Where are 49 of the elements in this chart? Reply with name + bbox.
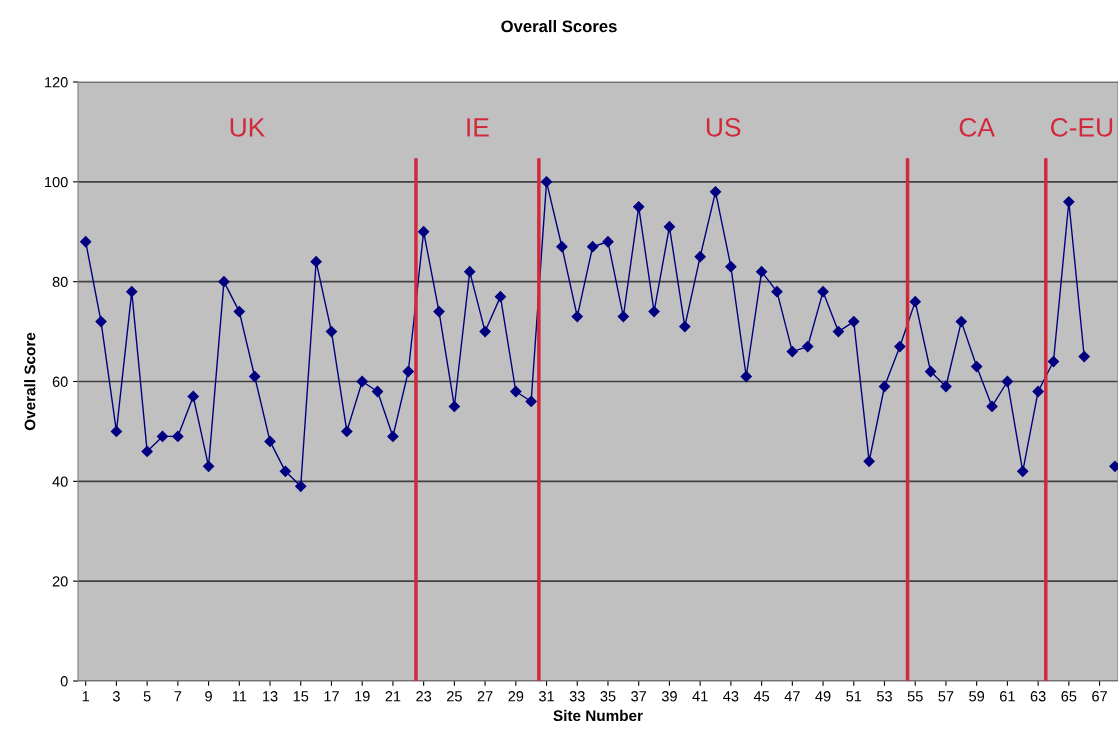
x-tick-label: 5 xyxy=(143,691,151,702)
x-tick-label: 31 xyxy=(538,691,554,702)
x-tick-label: 45 xyxy=(753,691,770,702)
x-tick-label: 11 xyxy=(232,691,247,702)
x-tick-label: 51 xyxy=(846,691,862,702)
x-tick-label: 13 xyxy=(263,691,278,702)
x-tick-label: 43 xyxy=(723,691,739,702)
x-tick-label: 27 xyxy=(477,691,493,702)
x-tick-label: 61 xyxy=(1000,691,1015,702)
x-tick-label: 7 xyxy=(174,691,182,702)
x-axis-title: Site Number xyxy=(553,709,643,722)
x-tick-label: 21 xyxy=(385,691,401,702)
x-tick-label: 9 xyxy=(205,691,212,702)
x-tick-label: 59 xyxy=(969,691,985,702)
y-tick-label: 100 xyxy=(45,176,68,188)
chart-title: Overall Scores xyxy=(501,20,617,33)
annotation: C-EU xyxy=(1050,118,1113,137)
x-tick-label: 35 xyxy=(600,691,616,702)
annotation: CA xyxy=(959,118,995,137)
x-tick-label: 63 xyxy=(1030,691,1046,702)
x-tick-label: 37 xyxy=(631,691,647,702)
y-tick-label: 20 xyxy=(52,576,68,587)
x-tick-label: 25 xyxy=(446,691,462,702)
x-tick-label: 55 xyxy=(907,691,923,702)
x-tick-label: 39 xyxy=(661,691,677,702)
annotation: UK xyxy=(230,118,266,137)
x-tick-label: 41 xyxy=(692,691,708,702)
x-tick-label: 57 xyxy=(938,691,954,702)
x-tick-label: 47 xyxy=(784,691,800,702)
y-axis-title: Overall Score xyxy=(24,332,36,431)
annotation: IE xyxy=(467,118,489,137)
x-tick-label: 3 xyxy=(112,691,120,702)
y-tick-label: 40 xyxy=(52,476,68,487)
y-tick-label: 80 xyxy=(52,276,68,288)
x-tick-label: 67 xyxy=(1092,691,1107,702)
x-tick-label: 1 xyxy=(82,691,90,702)
x-tick-label: 29 xyxy=(508,691,524,702)
x-tick-label: 65 xyxy=(1061,691,1077,702)
x-tick-label: 49 xyxy=(815,691,831,702)
y-tick-label: 0 xyxy=(60,676,68,687)
x-tick-label: 23 xyxy=(416,691,432,702)
y-tick-label: 120 xyxy=(45,77,68,88)
y-tick-label: 60 xyxy=(52,376,68,387)
x-tick-label: 53 xyxy=(876,691,892,702)
x-tick-label: 19 xyxy=(355,691,370,702)
x-tick-label: 33 xyxy=(569,691,585,702)
annotation: US xyxy=(706,118,741,137)
x-tick-label: 15 xyxy=(293,691,309,702)
x-tick-label: 17 xyxy=(324,691,339,702)
